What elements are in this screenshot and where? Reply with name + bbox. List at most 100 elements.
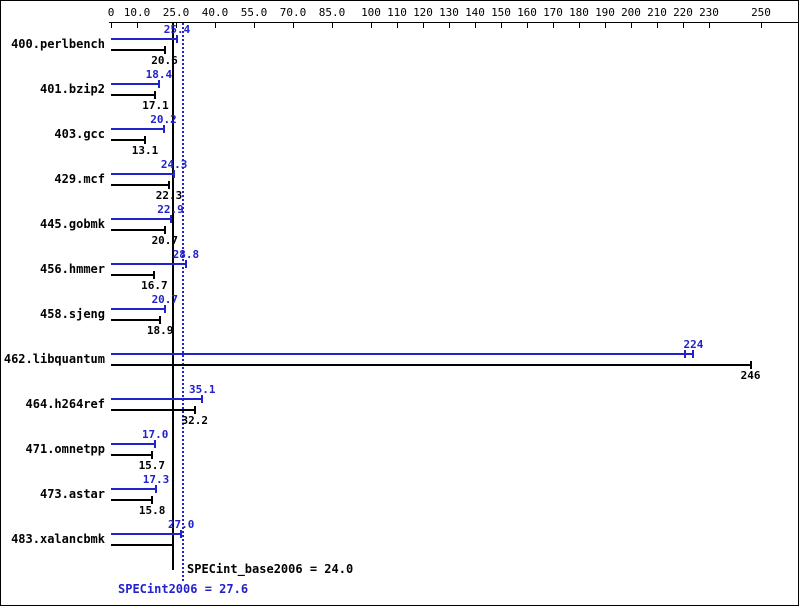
base-bar xyxy=(111,409,195,411)
axis-tick xyxy=(214,23,216,28)
axis-tick xyxy=(474,23,476,28)
benchmark-label: 471.omnetpp xyxy=(25,442,105,456)
benchmark-label: 401.bzip2 xyxy=(39,82,105,96)
benchmark-label: 445.gobmk xyxy=(39,217,105,231)
peak-bar xyxy=(111,533,182,535)
axis-tick-label: 160 xyxy=(517,6,537,19)
mean-line-peak xyxy=(181,23,184,581)
base-bar xyxy=(111,454,152,456)
x-axis-line xyxy=(109,22,798,23)
base-value-label: 32.2 xyxy=(181,414,208,427)
peak-value-label: 17.3 xyxy=(142,473,170,486)
peak-value-label: 224 xyxy=(683,338,704,351)
base-value-label: 246 xyxy=(740,369,761,382)
axis-tick-label: 40.0 xyxy=(201,6,229,19)
base-bar xyxy=(111,274,155,276)
peak-bar-end-tick xyxy=(169,215,172,223)
axis-tick-label: 85.0 xyxy=(318,6,346,19)
base-bar-end-tick xyxy=(163,226,166,234)
peak-value-label: 27.0 xyxy=(167,518,195,531)
peak-bar-end-tick xyxy=(154,440,157,448)
peak-value-label: 22.9 xyxy=(157,203,184,216)
axis-tick xyxy=(422,23,424,28)
peak-value-label: 28.8 xyxy=(172,248,200,261)
peak-bar-end-tick xyxy=(173,170,176,178)
peak-bar-end-tick xyxy=(201,395,204,403)
peak-bar xyxy=(111,443,156,445)
axis-tick-label: 200 xyxy=(621,6,641,19)
axis-tick-label: 230 xyxy=(699,6,719,19)
base-bar-end-tick xyxy=(193,406,196,414)
benchmark-label: 403.gcc xyxy=(54,127,105,141)
peak-bar xyxy=(111,173,175,175)
peak-value-label: 18.4 xyxy=(145,68,173,81)
base-bar xyxy=(111,184,169,186)
axis-tick xyxy=(578,23,580,28)
base-bar xyxy=(111,499,153,501)
axis-tick-label: 25.0 xyxy=(162,6,190,19)
base-value-label: 22.3 xyxy=(155,189,183,202)
peak-bar xyxy=(111,38,178,40)
peak-bar-end-tick xyxy=(176,35,179,43)
base-value-label: 15.8 xyxy=(138,504,166,517)
base-bar xyxy=(111,94,156,96)
benchmark-label: 429.mcf xyxy=(54,172,105,186)
mean-label-base: SPECint_base2006 = 24.0 xyxy=(187,562,354,576)
peak-value-label: 25.4 xyxy=(163,23,191,36)
peak-value-label: 20.2 xyxy=(150,113,177,126)
base-bar-end-tick xyxy=(749,361,752,369)
axis-tick-label: 250 xyxy=(751,6,771,19)
axis-tick-label: 120 xyxy=(413,6,433,19)
axis-tick-label: 110 xyxy=(387,6,407,19)
axis-tick xyxy=(656,23,658,28)
axis-tick-label: 130 xyxy=(439,6,459,19)
peak-value-label: 24.3 xyxy=(160,158,188,171)
benchmark-label: 462.libquantum xyxy=(3,352,105,366)
base-bar-end-tick xyxy=(150,451,153,459)
peak-bar xyxy=(111,308,165,310)
axis-tick xyxy=(708,23,710,28)
base-bar-end-tick xyxy=(159,316,162,324)
peak-bar-end-tick xyxy=(180,530,183,538)
base-bar xyxy=(111,544,174,546)
peak-bar xyxy=(111,398,203,400)
benchmark-label: 400.perlbench xyxy=(11,37,105,51)
axis-tick-label: 140 xyxy=(465,6,485,19)
peak-range-marker xyxy=(684,350,687,358)
base-bar xyxy=(111,319,161,321)
axis-tick xyxy=(448,23,450,28)
axis-tick xyxy=(175,23,177,28)
axis-tick xyxy=(500,23,502,28)
base-bar-end-tick xyxy=(144,136,147,144)
benchmark-label: 458.sjeng xyxy=(39,307,105,321)
peak-bar-end-tick xyxy=(154,485,157,493)
base-value-label: 16.7 xyxy=(141,279,168,292)
base-value-label: 18.9 xyxy=(146,324,174,337)
axis-tick-label: 100 xyxy=(361,6,381,19)
axis-tick xyxy=(136,23,138,28)
base-value-label: 20.6 xyxy=(151,54,178,67)
axis-tick xyxy=(292,23,294,28)
axis-tick xyxy=(682,23,684,28)
base-bar-end-tick xyxy=(163,46,166,54)
base-value-label: 15.7 xyxy=(138,459,166,472)
mean-label-peak: SPECint2006 = 27.6 xyxy=(118,582,249,596)
axis-tick xyxy=(331,23,333,28)
axis-tick-label: 10.0 xyxy=(123,6,151,19)
axis-tick-label: 55.0 xyxy=(240,6,268,19)
axis-tick-label: 70.0 xyxy=(279,6,307,19)
peak-value-label: 20.7 xyxy=(151,293,179,306)
axis-tick-label: 220 xyxy=(673,6,693,19)
axis-tick xyxy=(760,23,762,28)
peak-value-label: 35.1 xyxy=(189,383,216,396)
base-bar-end-tick xyxy=(167,181,170,189)
axis-tick xyxy=(552,23,554,28)
base-value-label: 20.7 xyxy=(151,234,179,247)
base-value-label: 17.1 xyxy=(142,99,169,112)
axis-tick-label: 210 xyxy=(647,6,667,19)
base-bar-end-tick xyxy=(153,271,156,279)
axis-tick xyxy=(526,23,528,28)
base-bar-end-tick xyxy=(151,496,154,504)
peak-bar xyxy=(111,263,186,265)
